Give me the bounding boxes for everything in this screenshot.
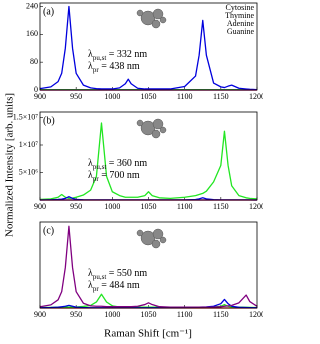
annotation-symbol: λ — [88, 268, 93, 279]
x-tick-label: 950 — [70, 202, 82, 211]
y-tick-label: 1.5×10⁷ — [13, 112, 39, 121]
annotation-text: = 550 nm — [106, 268, 147, 279]
x-tick-label: 900 — [34, 202, 46, 211]
annotation-symbol: λ — [88, 61, 93, 72]
x-tick-label: 1000 — [104, 310, 120, 319]
x-tick-label: 1050 — [141, 310, 157, 319]
plot-frame — [39, 2, 258, 91]
annotation-symbol: λ — [88, 170, 93, 181]
annotation-text: = 700 nm — [99, 170, 140, 181]
x-tick-label: 1200 — [249, 310, 263, 319]
annotation-subscript: pu,st — [93, 273, 106, 281]
x-tick-label: 950 — [70, 310, 82, 319]
annotation: λpu,st = 332 nm — [88, 49, 147, 61]
x-tick-label: 900 — [34, 310, 46, 319]
annotation-text: = 484 nm — [99, 280, 140, 291]
x-tick-label: 1100 — [177, 92, 193, 101]
annotation-text: = 438 nm — [99, 61, 140, 72]
annotation-symbol: λ — [88, 49, 93, 60]
annotation-text: = 332 nm — [106, 49, 147, 60]
annotation: λpu,st = 360 nm — [88, 158, 147, 170]
annotation: λpr = 484 nm — [88, 280, 140, 292]
x-tick-label: 1050 — [141, 202, 157, 211]
x-tick-label: 1000 — [104, 92, 120, 101]
annotation-subscript: pr — [93, 175, 100, 183]
figure: Normalized Intensity [arb. units] Raman … — [4, 1, 263, 340]
legend-entry: Thymine — [225, 11, 254, 20]
x-tick-label: 900 — [34, 92, 46, 101]
x-tick-label: 1100 — [177, 310, 193, 319]
series-line — [39, 225, 258, 308]
panel-label: (a) — [43, 6, 54, 17]
x-tick-label: 1150 — [213, 202, 229, 211]
y-axis-label: Normalized Intensity [arb. units] — [4, 93, 16, 237]
legend-entry: Guanine — [227, 27, 255, 36]
annotation-subscript: pr — [93, 285, 100, 293]
annotation-subscript: pu,st — [93, 54, 106, 62]
plot-frame — [39, 221, 258, 309]
plot-frame — [39, 111, 258, 201]
y-tick-label: 160 — [26, 29, 38, 38]
panel-label: (c) — [43, 225, 54, 236]
annotation-subscript: pr — [93, 66, 100, 74]
series-line — [39, 5, 258, 91]
molecule-icon — [136, 8, 167, 249]
x-tick-label: 1200 — [249, 202, 263, 211]
y-tick-label: 240 — [26, 1, 38, 10]
annotation: λpr = 700 nm — [88, 170, 140, 182]
panel-label: (b) — [43, 115, 55, 126]
annotation-symbol: λ — [88, 280, 93, 291]
x-tick-label: 1000 — [104, 202, 120, 211]
annotation-text: = 360 nm — [106, 158, 147, 169]
x-tick-label: 1050 — [141, 92, 157, 101]
legend-entry: Adenine — [227, 19, 255, 28]
annotation-subscript: pu,st — [93, 163, 106, 171]
x-axis-label: Raman Shift [cm⁻¹] — [104, 328, 192, 340]
annotation: λpr = 438 nm — [88, 61, 140, 73]
x-tick-label: 1200 — [249, 92, 263, 101]
y-tick-label: 80 — [30, 57, 38, 66]
x-tick-label: 950 — [70, 92, 82, 101]
x-tick-label: 1100 — [177, 202, 193, 211]
y-tick-label: 0 — [34, 85, 38, 94]
y-tick-label: 1×10⁷ — [19, 140, 39, 149]
y-tick-label: 5×10⁶ — [19, 167, 39, 176]
legend-entry: Cytosine — [226, 3, 255, 12]
x-tick-label: 1150 — [213, 310, 229, 319]
x-tick-label: 1150 — [213, 92, 229, 101]
annotation: λpu,st = 550 nm — [88, 268, 147, 280]
annotation-symbol: λ — [88, 158, 93, 169]
